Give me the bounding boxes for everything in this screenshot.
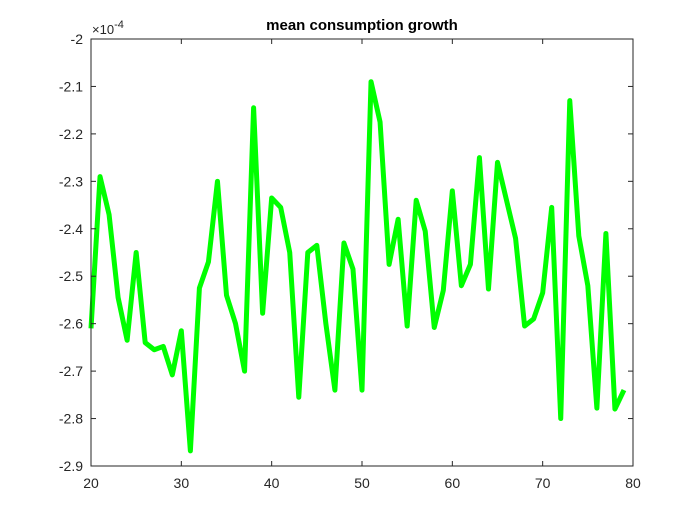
y-tick-label: -2.3 (59, 173, 83, 189)
x-tick-label: 50 (354, 475, 370, 491)
x-tick-label: 20 (83, 475, 99, 491)
y-tick-label: -2.6 (59, 316, 83, 332)
x-tick-label: 40 (264, 475, 280, 491)
y-exponent-label: ×10-4 (92, 19, 124, 37)
x-tick-label: 60 (445, 475, 461, 491)
y-exponent-power: -4 (114, 19, 124, 31)
x-tick-label: 70 (535, 475, 551, 491)
y-tick-label: -2.7 (59, 363, 83, 379)
y-tick-label: -2.5 (59, 268, 83, 284)
series-line (88, 79, 627, 454)
y-tick-label: -2.8 (59, 411, 83, 427)
ticks-layer: 20 30 40 50 60 70 80 -2 -2.1 -2.2 -2.3 -2.4 -2.5 -2.6… (59, 31, 641, 491)
plot-area (91, 39, 633, 466)
y-tick-label: -2.4 (59, 221, 83, 237)
y-tick-label: -2.9 (59, 458, 83, 474)
x-tick-label: 30 (174, 475, 190, 491)
chart-title: mean consumption growth (266, 17, 458, 34)
series-layer (88, 79, 627, 454)
x-tick-label: 80 (625, 475, 641, 491)
y-tick-label: -2.1 (59, 78, 83, 94)
y-tick-label: -2 (71, 31, 84, 47)
y-exponent-prefix: ×10 (92, 22, 114, 37)
y-tick-label: -2.2 (59, 126, 83, 142)
